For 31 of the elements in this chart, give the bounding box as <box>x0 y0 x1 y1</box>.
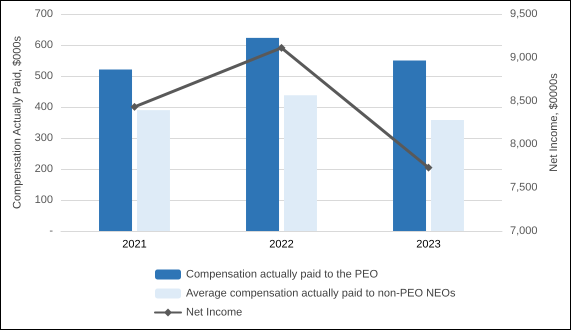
y2-tick-label: 8,500 <box>510 94 538 107</box>
point <box>424 164 432 172</box>
legend-label: Average compensation actually paid to non-PEO NEOs <box>186 288 456 300</box>
x-tick-label: 2023 <box>416 238 441 250</box>
bar <box>99 69 132 231</box>
y2-tick-label: 9,500 <box>510 8 538 20</box>
legend-label: Compensation actually paid to the PEO <box>186 268 378 280</box>
y2-tick-label: 8,000 <box>510 138 538 150</box>
y2-axis-title: Net Income, $0000s <box>548 72 560 172</box>
y-tick-label: 100 <box>34 194 53 206</box>
point <box>278 44 286 52</box>
y-tick-label: - <box>49 225 54 237</box>
y-axis-title: Compensation Actually Paid, $000s <box>12 35 24 210</box>
x-tick-label: 2021 <box>122 238 147 250</box>
y-tick-label: 200 <box>34 163 53 175</box>
y2-tick-label: 9,000 <box>510 51 538 64</box>
x-tick-label: 2022 <box>269 238 294 250</box>
y-tick-label: 300 <box>34 132 53 144</box>
bar <box>284 95 317 231</box>
y2-tick-label: 7,500 <box>510 182 538 194</box>
bar <box>393 60 426 231</box>
point <box>130 102 138 111</box>
bar <box>430 120 464 231</box>
bar <box>136 110 170 231</box>
y-tick-label: 600 <box>34 39 53 51</box>
y-tick-label: 500 <box>34 70 53 82</box>
legend-label: Net Income <box>186 306 242 318</box>
bar <box>246 38 280 231</box>
y-tick-label: 700 <box>34 8 53 20</box>
y2-tick-label: 7,000 <box>510 225 538 237</box>
y-tick-label: 400 <box>34 101 53 113</box>
